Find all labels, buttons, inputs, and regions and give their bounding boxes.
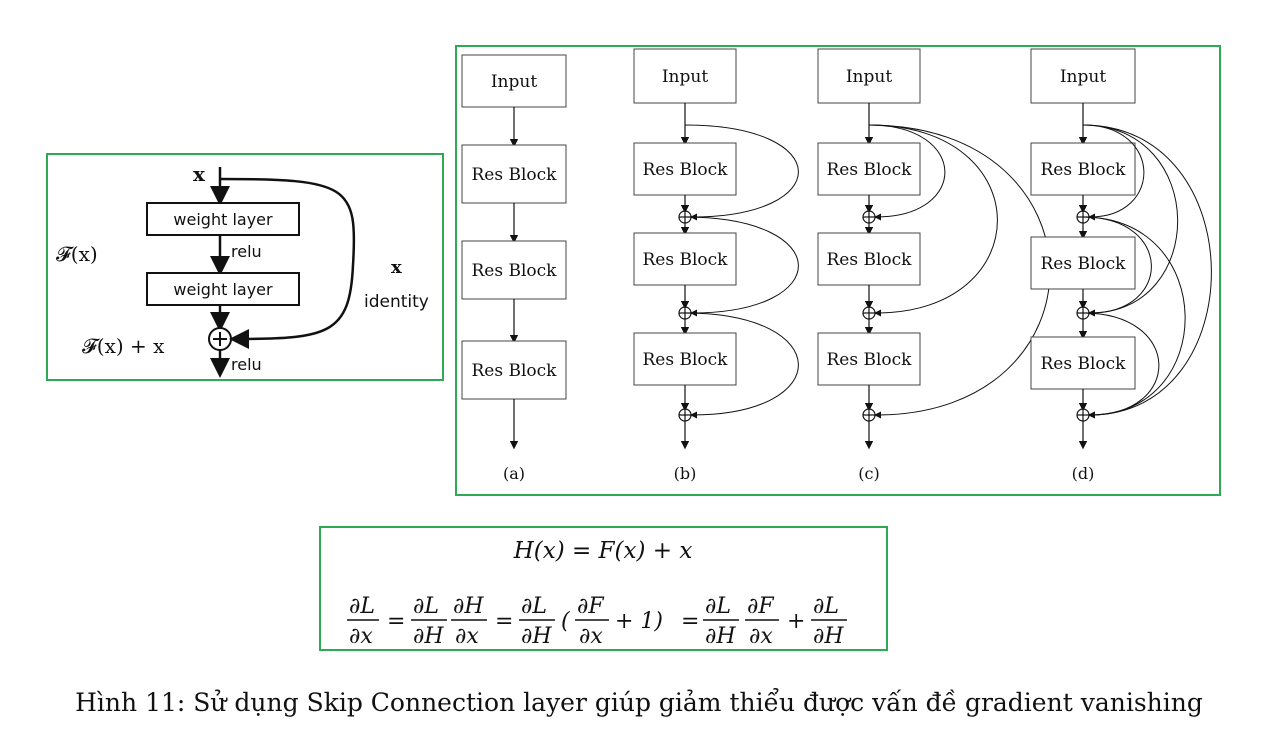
skip-arrow-d-6: [1082, 312, 1160, 419]
res-block-label-b-2: Res Block: [643, 250, 729, 270]
fx-label: 𝓕(x): [56, 242, 98, 266]
res-block-label-a-1: Res Block: [472, 165, 558, 185]
skip-arrow-b-3: [684, 312, 799, 419]
resnet-variants-panel: Input Res Block Res Block Res Block (a) Input…: [455, 45, 1221, 496]
frac-dh-den: ∂H: [413, 624, 444, 649]
frac-df-num-2: ∂F: [747, 594, 774, 619]
input-box-c: [817, 48, 921, 104]
res-block-c-3: [817, 332, 921, 386]
frac-dh-den-3: ∂H: [705, 624, 736, 649]
input-label-a: Input: [491, 72, 537, 92]
skip-arrow-c-2: [868, 124, 998, 317]
res-block-label-b-3: Res Block: [643, 350, 729, 370]
frac-df-num: ∂F: [577, 594, 604, 619]
weight-layer-2: [146, 272, 300, 306]
input-label-d: Input: [1060, 67, 1106, 87]
frac-dl-num-5: ∂L: [813, 594, 839, 619]
skip-arrow-d-1: [1082, 124, 1145, 221]
res-block-d-1: [1030, 142, 1136, 196]
weight-layer-2-label: weight layer: [173, 280, 273, 299]
res-block-label-d-3: Res Block: [1041, 354, 1127, 374]
frac-dl-num: ∂L: [349, 594, 375, 619]
relu-out-label: relu: [231, 355, 262, 374]
sum-label: 𝓕(x) + x: [82, 334, 165, 358]
res-block-label-b-1: Res Block: [643, 160, 729, 180]
res-block-b-3: [633, 332, 737, 386]
res-block-label-c-1: Res Block: [827, 160, 913, 180]
res-block-d-2: [1030, 236, 1136, 290]
variant-label-c: (c): [858, 464, 879, 483]
variant-label-b: (b): [674, 464, 697, 483]
res-block-label-a-3: Res Block: [472, 361, 558, 381]
figure-caption: Hình 11: Sử dụng Skip Connection layer g…: [75, 688, 1203, 717]
variant-label-d: (d): [1072, 464, 1095, 483]
residual-block-panel: x weight layer relu weight layer relu x …: [46, 153, 444, 381]
input-label-c: Input: [846, 67, 892, 87]
res-block-d-3: [1030, 336, 1136, 390]
formula-svg: H(x) = F(x) + x ∂L ∂x = ∂L ∂H ∂H ∂x = ∂L…: [347, 538, 847, 649]
skip-arrow-b-2: [684, 216, 799, 317]
frac-dx-den: ∂x: [349, 624, 373, 649]
input-box-b: [633, 48, 737, 104]
formula-line-2: ∂L ∂x = ∂L ∂H ∂H ∂x = ∂L ∂H ( ∂F ∂x + 1)…: [347, 594, 847, 649]
variant-label-a: (a): [503, 464, 525, 483]
res-block-label-a-2: Res Block: [472, 261, 558, 281]
residual-block-diagram: x weight layer relu weight layer relu x …: [56, 162, 429, 378]
identity-label: identity: [364, 292, 429, 312]
frac-dl-num-4: ∂L: [705, 594, 731, 619]
open-paren: (: [561, 609, 570, 634]
frac-dh-den-2: ∂H: [521, 624, 552, 649]
relu-mid-label: relu: [231, 242, 262, 261]
formula-panel: H(x) = F(x) + x ∂L ∂x = ∂L ∂H ∂H ∂x = ∂L…: [319, 526, 888, 651]
frac-dl-num-3: ∂L: [521, 594, 547, 619]
plus-one-close: + 1): [615, 609, 663, 634]
skip-arrow-b-1: [684, 124, 799, 221]
skip-arrow-d-5: [1082, 216, 1186, 419]
input-x-label: x: [193, 162, 206, 186]
identity-skip-arrow: [219, 177, 356, 349]
eq-3: =: [681, 609, 699, 634]
res-block-label-c-2: Res Block: [827, 250, 913, 270]
res-block-a-1: [461, 144, 567, 204]
frac-dh-num: ∂H: [453, 594, 484, 619]
plus-sign: +: [787, 609, 805, 634]
res-block-b-1: [633, 142, 737, 196]
resnet-variants-diagram: Input Res Block Res Block Res Block (a) Input…: [461, 48, 1212, 483]
frac-dx-den-3: ∂x: [579, 624, 603, 649]
skip-arrow-d-2: [1082, 124, 1179, 317]
frac-dl-num-2: ∂L: [413, 594, 439, 619]
res-block-label-d-1: Res Block: [1041, 160, 1127, 180]
skip-arrow-d-3: [1082, 216, 1152, 317]
weight-layer-1-label: weight layer: [173, 210, 273, 229]
input-label-b: Input: [662, 67, 708, 87]
weight-layer-1: [146, 202, 300, 236]
frac-dx-den-4: ∂x: [749, 624, 773, 649]
formula-line-1: H(x) = F(x) + x: [513, 538, 693, 564]
eq-2: =: [495, 609, 513, 634]
res-block-label-c-3: Res Block: [827, 350, 913, 370]
frac-dx-den-2: ∂x: [455, 624, 479, 649]
res-block-label-d-2: Res Block: [1041, 254, 1127, 274]
identity-x-label: x: [391, 257, 402, 278]
res-block-b-2: [633, 232, 737, 286]
frac-dh-den-4: ∂H: [813, 624, 844, 649]
skip-arrow-c-1: [868, 124, 946, 221]
eq-1: =: [387, 609, 405, 634]
input-box-d: [1030, 48, 1136, 104]
